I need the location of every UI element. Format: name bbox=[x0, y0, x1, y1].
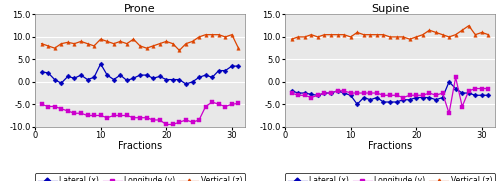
X-axis label: Fractions: Fractions bbox=[368, 141, 412, 151]
Title: Prone: Prone bbox=[124, 4, 156, 14]
X-axis label: Fractions: Fractions bbox=[118, 141, 162, 151]
Title: Supine: Supine bbox=[371, 4, 409, 14]
Legend: Lateral (x), Longitude (y), Vertical (z): Lateral (x), Longitude (y), Vertical (z) bbox=[35, 173, 245, 181]
Legend: Lateral (x), Longitude (y), Vertical (z): Lateral (x), Longitude (y), Vertical (z) bbox=[285, 173, 495, 181]
